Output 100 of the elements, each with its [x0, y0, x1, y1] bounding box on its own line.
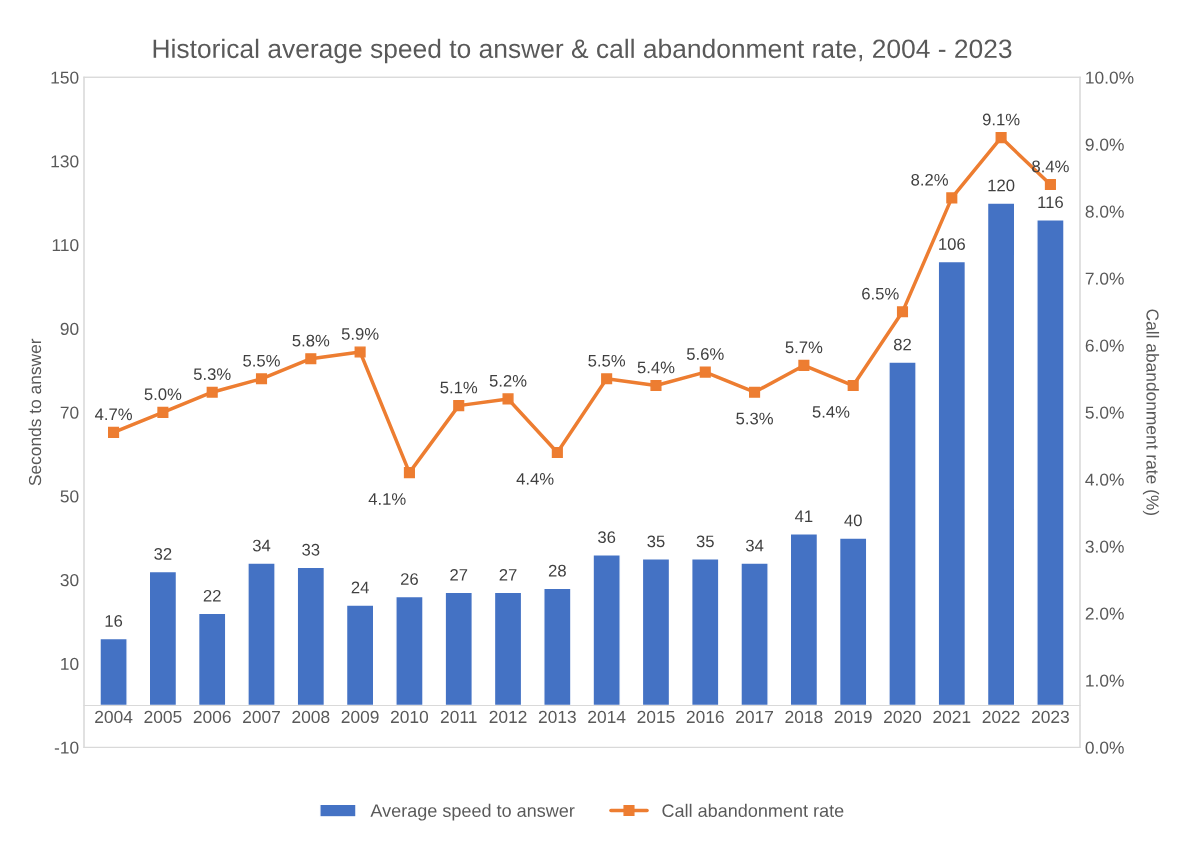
y-tick-label: 130 [51, 155, 79, 168]
y-tick-label: 50 [60, 490, 79, 503]
point [995, 132, 1007, 144]
data-label: 4.1% [368, 493, 406, 505]
data-label: 4.7% [94, 408, 132, 421]
data-label: 5.9% [341, 328, 379, 340]
y2-axis-title: Call abandonment rate (%) [1142, 309, 1160, 515]
point [551, 446, 563, 459]
y-tick-label: 10 [61, 657, 79, 671]
data-label: 16 [105, 615, 123, 627]
point [896, 306, 909, 318]
data-label: 28 [548, 564, 566, 577]
x-tick-label: 2011 [440, 710, 477, 724]
y-tick-label: -10 [54, 741, 79, 754]
y-axis-title: Seconds to answer [28, 338, 42, 486]
data-label: 24 [351, 581, 369, 594]
data-label: 5.3% [193, 368, 231, 381]
point [453, 400, 465, 412]
data-label: 34 [252, 539, 271, 552]
legend-label: Call abandonment rate [662, 803, 844, 818]
bar [691, 558, 720, 707]
data-label: 5.1% [440, 381, 478, 394]
data-label: 4.4% [516, 473, 554, 485]
data-label: 5.8% [292, 334, 330, 347]
y2-tick-label: 9.0% [1085, 138, 1124, 151]
y2-tick-label: 6.0% [1085, 339, 1124, 352]
y-tick-label: 110 [52, 238, 79, 252]
bar [888, 361, 917, 707]
x-tick-label: 2021 [933, 710, 971, 724]
y2-tick-label: 8.0% [1085, 205, 1124, 218]
point [108, 426, 120, 438]
data-label: 35 [696, 535, 714, 548]
data-label: 8.2% [911, 173, 948, 186]
data-label: 34 [745, 539, 764, 552]
bar [1036, 218, 1065, 707]
x-tick-label: 2008 [292, 710, 330, 724]
data-label: 5.2% [489, 374, 527, 387]
point [354, 346, 366, 358]
y2-tick-label: 2.0% [1085, 607, 1124, 620]
y2-tick-label: 7.0% [1085, 272, 1124, 285]
point [403, 467, 415, 479]
bar [592, 554, 621, 707]
point [157, 406, 169, 418]
data-label: 5.4% [637, 361, 675, 374]
bar [986, 202, 1016, 707]
y2-tick-label: 1.0% [1086, 674, 1124, 687]
point [1044, 178, 1056, 191]
x-tick-label: 2005 [144, 710, 182, 724]
point [650, 379, 662, 392]
data-label: 9.1% [982, 113, 1020, 126]
y2-tick-label: 3.0% [1085, 540, 1124, 553]
point [305, 353, 317, 365]
data-label: 26 [401, 573, 418, 585]
point [255, 373, 268, 385]
data-label: 40 [844, 514, 862, 527]
bar [395, 595, 424, 707]
point [946, 192, 958, 204]
point [749, 386, 761, 398]
x-tick-label: 2014 [588, 710, 626, 724]
x-tick-label: 2016 [686, 710, 724, 724]
point [206, 386, 218, 398]
data-label: 5.3% [736, 412, 773, 425]
data-label: 5.0% [144, 388, 182, 401]
x-tick-label: 2023 [1031, 710, 1069, 724]
bar [247, 562, 276, 707]
x-tick-label: 2004 [95, 710, 133, 724]
bar [641, 558, 671, 707]
x-tick-label: 2015 [637, 710, 675, 724]
legend-label: Average speed to answer [370, 803, 575, 821]
data-label: 5.5% [588, 354, 626, 367]
x-tick-label: 2010 [390, 710, 429, 724]
point [699, 366, 711, 378]
bar [937, 260, 967, 707]
chart-title: Historical average speed to answer & call abandonment rate, 2004 - 2023 [153, 38, 1012, 64]
bar [740, 562, 769, 707]
data-label: 22 [203, 589, 221, 602]
data-label: 27 [499, 568, 517, 581]
bar [99, 637, 128, 707]
data-label: 5.7% [785, 341, 823, 354]
data-label: 106 [939, 238, 965, 250]
bar [148, 570, 178, 707]
data-label: 5.5% [243, 354, 280, 367]
bar [197, 612, 227, 707]
data-label: 5.6% [686, 348, 724, 360]
y2-tick-label: 5.0% [1085, 406, 1124, 419]
x-tick-label: 2022 [982, 710, 1020, 724]
data-label: 32 [154, 548, 172, 560]
x-tick-label: 2012 [489, 710, 527, 724]
data-label: 36 [598, 531, 616, 544]
point [798, 359, 810, 371]
y-tick-label: 90 [60, 322, 79, 336]
data-label: 82 [893, 338, 911, 351]
data-label: 6.5% [862, 287, 899, 300]
bar [444, 591, 473, 707]
data-label: 41 [795, 510, 813, 522]
y2-tick-label: 10.0% [1086, 71, 1134, 84]
point [601, 373, 613, 385]
y-tick-label: 30 [60, 573, 79, 587]
y2-tick-label: 4.0% [1085, 473, 1124, 486]
bar [838, 537, 868, 707]
